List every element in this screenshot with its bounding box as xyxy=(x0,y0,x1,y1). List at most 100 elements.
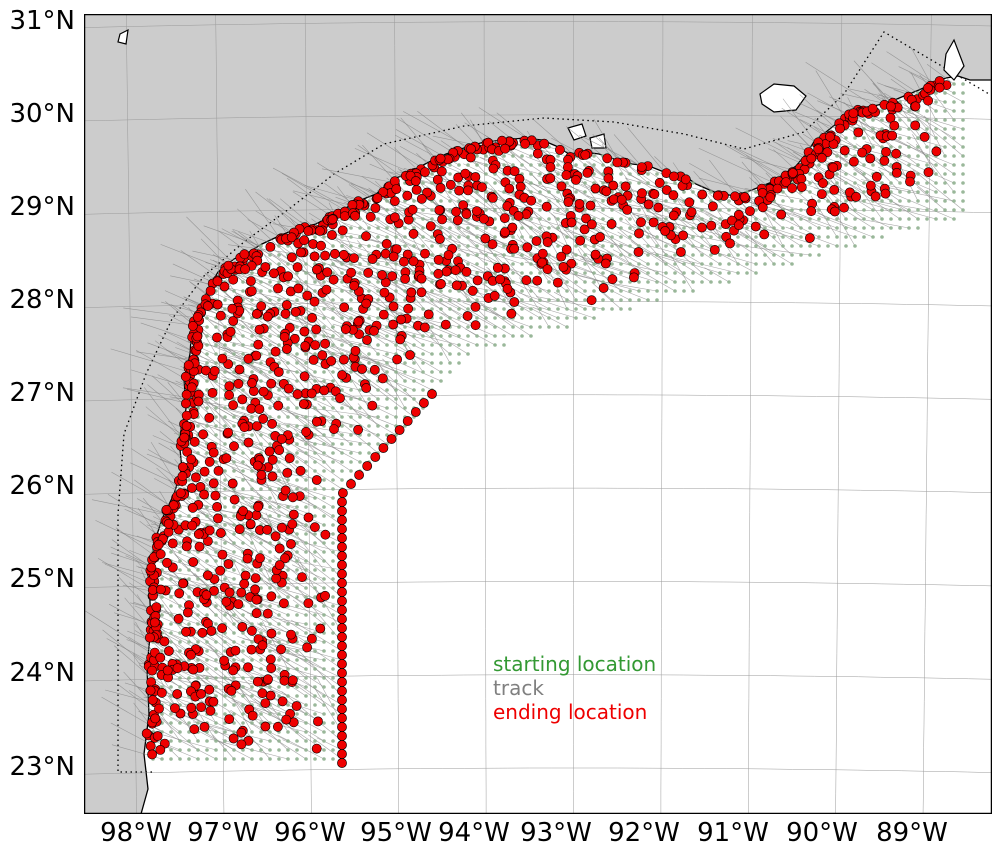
start-point xyxy=(214,757,218,761)
start-point xyxy=(241,280,245,284)
track-line xyxy=(684,209,757,256)
start-point xyxy=(268,280,272,284)
start-point xyxy=(619,271,623,275)
start-point xyxy=(268,406,272,410)
end-point xyxy=(266,663,277,674)
end-point xyxy=(233,378,244,389)
start-point xyxy=(187,622,191,626)
start-point xyxy=(385,361,389,365)
start-point xyxy=(655,298,659,302)
start-point xyxy=(502,325,506,329)
start-point xyxy=(304,667,308,671)
start-point xyxy=(250,487,254,491)
start-point xyxy=(475,253,479,257)
start-point xyxy=(214,379,218,383)
track-line xyxy=(317,281,343,319)
lat-tick-31: 31°N xyxy=(9,6,75,36)
end-point xyxy=(239,422,250,433)
lon-tick-91: 91°W xyxy=(697,818,769,848)
end-point xyxy=(365,211,376,222)
start-point xyxy=(304,451,308,455)
start-point xyxy=(853,208,857,212)
track-line xyxy=(268,319,298,337)
track-line xyxy=(433,288,514,337)
start-point xyxy=(799,244,803,248)
start-point xyxy=(214,325,218,329)
track-line xyxy=(237,636,307,661)
track-line xyxy=(886,51,937,85)
start-point xyxy=(259,712,263,716)
start-point xyxy=(196,640,200,644)
start-point xyxy=(259,730,263,734)
start-point xyxy=(241,568,245,572)
start-point xyxy=(754,271,758,275)
start-point xyxy=(376,289,380,293)
start-point xyxy=(709,235,713,239)
start-point xyxy=(637,208,641,212)
start-point xyxy=(385,262,389,266)
start-point xyxy=(448,361,452,365)
start-point xyxy=(241,289,245,293)
start-point xyxy=(322,487,326,491)
start-point xyxy=(250,469,254,473)
track-line xyxy=(341,363,370,409)
track-line xyxy=(602,258,667,274)
start-point xyxy=(205,676,209,680)
end-point xyxy=(379,287,390,298)
start-point xyxy=(241,325,245,329)
start-point xyxy=(196,424,200,428)
track-line xyxy=(593,118,622,166)
start-point xyxy=(475,163,479,167)
start-point xyxy=(259,379,263,383)
start-point xyxy=(331,685,335,689)
start-point xyxy=(853,226,857,230)
end-point xyxy=(349,253,359,263)
start-point xyxy=(916,199,920,203)
start-point xyxy=(214,523,218,527)
end-point xyxy=(204,412,215,423)
start-point xyxy=(376,226,380,230)
end-point xyxy=(450,265,461,276)
start-point xyxy=(754,253,758,257)
start-point xyxy=(322,505,326,509)
start-point xyxy=(295,586,299,590)
map-canvas[interactable] xyxy=(84,14,992,814)
end-point xyxy=(257,640,268,651)
ending-location-points[interactable] xyxy=(141,76,952,768)
start-point xyxy=(313,568,317,572)
start-point xyxy=(808,244,812,248)
end-point xyxy=(445,179,456,190)
track-line xyxy=(525,178,595,220)
track-line xyxy=(598,289,622,310)
start-point xyxy=(349,388,353,392)
end-point xyxy=(149,617,160,628)
start-point xyxy=(511,325,515,329)
track-line xyxy=(200,675,253,715)
start-point xyxy=(493,253,497,257)
end-point xyxy=(480,233,491,244)
end-point xyxy=(585,200,596,211)
start-point xyxy=(178,514,182,518)
start-point xyxy=(385,226,389,230)
start-point xyxy=(196,604,200,608)
end-point xyxy=(545,173,556,184)
start-point xyxy=(349,469,353,473)
track-line xyxy=(845,210,874,229)
end-point xyxy=(147,695,158,705)
track-line xyxy=(195,482,262,499)
start-point xyxy=(295,631,299,635)
start-point xyxy=(484,226,488,230)
map-frame[interactable] xyxy=(84,14,992,814)
start-point xyxy=(889,145,893,149)
end-point xyxy=(266,378,277,389)
start-point xyxy=(637,262,641,266)
track-line xyxy=(917,186,946,211)
start-point xyxy=(286,397,290,401)
start-point xyxy=(322,496,326,500)
start-point xyxy=(880,145,884,149)
end-point xyxy=(337,668,347,678)
start-point xyxy=(493,316,497,320)
track-line xyxy=(227,689,253,733)
start-point xyxy=(628,253,632,257)
end-point xyxy=(326,356,337,366)
